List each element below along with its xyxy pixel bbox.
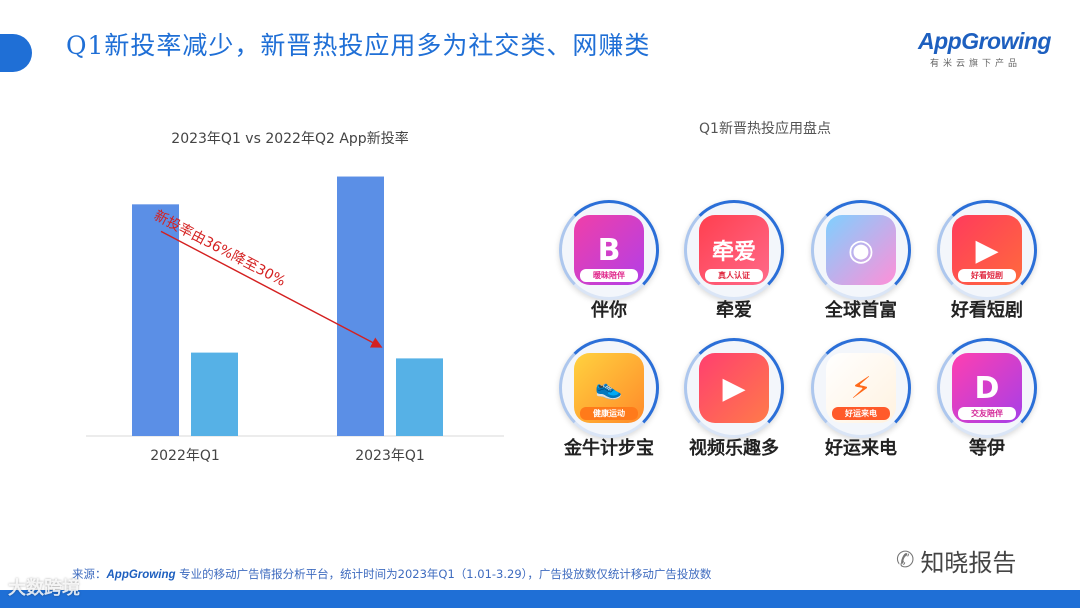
app-icon-glyph: B — [597, 232, 621, 268]
app-name: 金牛计步宝 — [564, 438, 654, 459]
app-card: ⚡ 好运来电 好运来电 — [799, 338, 923, 460]
bar-2-series-2 — [396, 358, 443, 436]
apps-section-title: Q1新晋热投应用盘点 — [699, 121, 831, 137]
app-name: 等伊 — [969, 438, 1005, 459]
source-prefix: 来源： — [72, 567, 107, 581]
qianai-text-icon: 牵爱 真人认证 — [699, 215, 769, 285]
app-name: 伴你 — [591, 300, 627, 321]
app-name: 好看短剧 — [951, 300, 1023, 321]
app-icon-band-label: 交友陪伴 — [958, 407, 1016, 420]
app-icon-ring: ▶ 好看短剧 — [937, 200, 1037, 300]
app-icon-band-label: 健康运动 — [580, 407, 638, 420]
wechat-icon: ✆ — [896, 548, 915, 573]
app-card: ▶ 好看短剧 好看短剧 — [925, 200, 1049, 322]
bar-2-series-1 — [337, 176, 384, 436]
battery-bolt-icon: ⚡ 好运来电 — [826, 353, 896, 423]
app-card: ◉ 全球首富 — [799, 200, 923, 322]
app-card: D 交友陪伴等伊 — [925, 338, 1049, 460]
tv-play-icon: ▶ 好看短剧 — [952, 215, 1022, 285]
app-icon-glyph: D — [974, 370, 1000, 406]
bar-1-series-2 — [191, 352, 238, 436]
app-icon-glyph: ◉ — [847, 232, 875, 268]
app-name: 好运来电 — [825, 438, 897, 459]
appgrowing-logo: AppGrowing 有米云旗下产品 — [918, 28, 1051, 74]
app-icon-ring: 牵爱 真人认证 — [684, 200, 784, 300]
app-icon-ring: ⚡ 好运来电 — [811, 338, 911, 438]
x-tick-label: 2022年Q1 — [150, 448, 220, 464]
watermark-right: ✆ 知晓报告 — [896, 543, 1016, 578]
app-card: 👟 健康运动金牛计步宝 — [547, 338, 671, 460]
app-name: 视频乐趣多 — [689, 438, 779, 459]
source-text: 专业的移动广告情报分析平台，统计时间为2023年Q1（1.01-3.29），广告… — [175, 567, 712, 581]
app-icon-ring: ◉ — [811, 200, 911, 300]
app-icon-ring: B 暧昧陪伴 — [559, 200, 659, 300]
app-icon-ring: 👟 健康运动 — [559, 338, 659, 438]
app-icon-glyph: ▶ — [975, 232, 999, 268]
source-brand: AppGrowing — [106, 569, 176, 581]
app-card: 牵爱 真人认证 牵爱 — [672, 200, 796, 322]
page-title: Q1新投率减少，新晋热投应用多为社交类、网赚类 — [66, 31, 651, 60]
app-icon-band-label: 暧昧陪伴 — [580, 269, 638, 282]
app-card: B 暧昧陪伴伴你 — [547, 200, 671, 322]
app-icon-band-label: 好运来电 — [832, 407, 890, 420]
app-name: 全球首富 — [825, 300, 897, 321]
app-card: ▶ 视频乐趣多 — [672, 338, 796, 460]
chart-title: 2023年Q1 vs 2022年Q2 App新投率 — [171, 131, 409, 147]
app-icon-glyph: 牵爱 — [711, 240, 756, 265]
footer-bar — [0, 590, 1080, 608]
logo-subtitle: 有米云旗下产品 — [930, 59, 1022, 69]
app-icon-band-label: 好看短剧 — [958, 269, 1016, 282]
app-icon-glyph: ▶ — [722, 370, 746, 406]
title-accent-tab — [0, 34, 32, 72]
x-tick-label: 2023年Q1 — [355, 448, 425, 464]
source-note: 来源：AppGrowing 专业的移动广告情报分析平台，统计时间为2023年Q1… — [72, 566, 711, 582]
letter-d-icon: D 交友陪伴 — [952, 353, 1022, 423]
running-shoe-icon: 👟 健康运动 — [574, 353, 644, 423]
annotation-arrow — [160, 230, 383, 348]
watermark-right-text: 知晓报告 — [920, 549, 1017, 577]
app-icon-band-label: 真人认证 — [705, 269, 763, 282]
watermark-left: 大数跨境 — [8, 578, 80, 599]
app-icon-glyph: 👟 — [595, 375, 623, 401]
app-icon-glyph: ⚡ — [850, 370, 872, 406]
letter-b-icon: B 暧昧陪伴 — [574, 215, 644, 285]
logo-wordmark: AppGrowing — [918, 28, 1051, 54]
app-icon-ring: ▶ — [684, 338, 784, 438]
video-camera-icon: ▶ — [699, 353, 769, 423]
candy-ball-icon: ◉ — [826, 215, 896, 285]
bar-1-series-1 — [132, 204, 179, 436]
app-name: 牵爱 — [716, 300, 752, 321]
app-icon-ring: D 交友陪伴 — [937, 338, 1037, 438]
